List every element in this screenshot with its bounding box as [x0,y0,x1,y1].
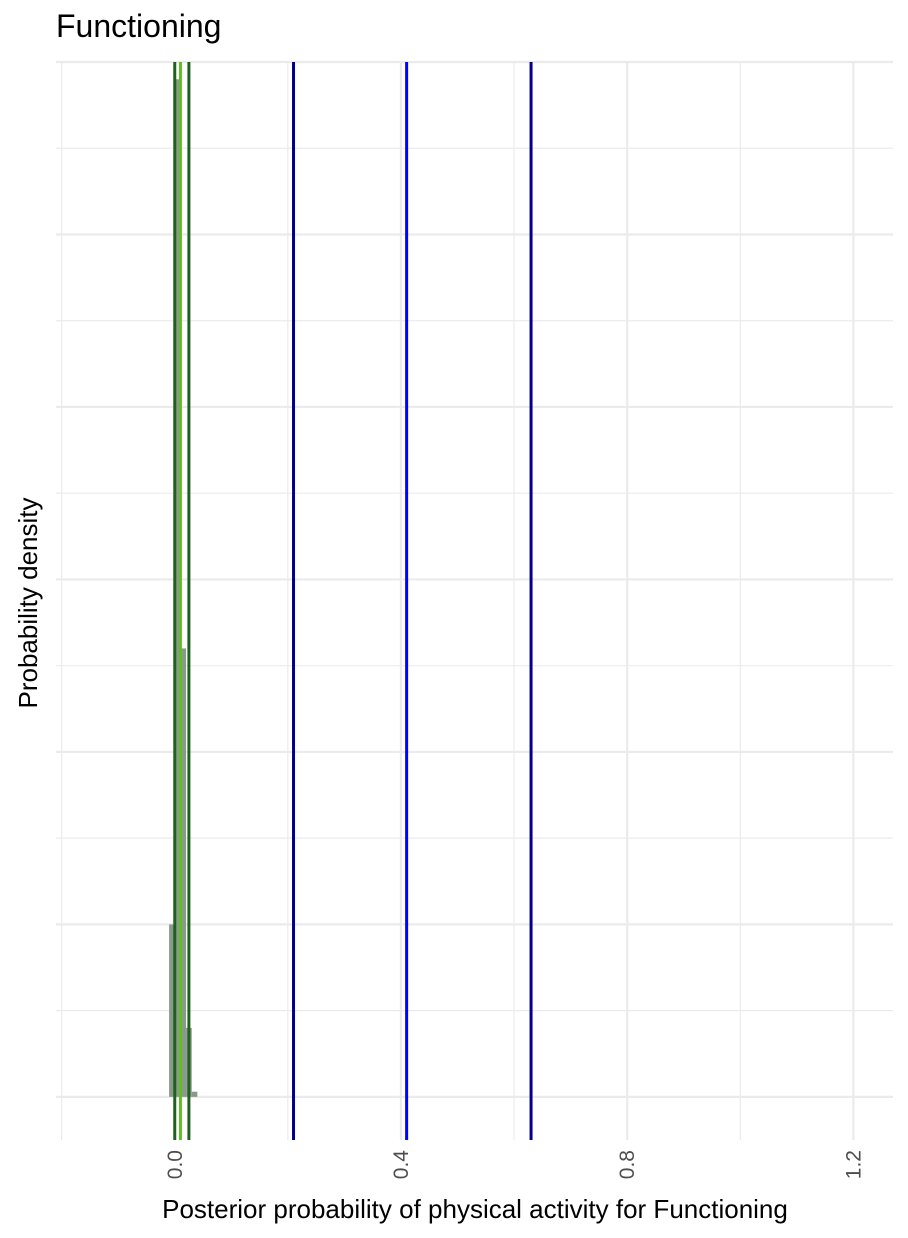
histogram-bar [180,648,187,1097]
x-axis-label: Posterior probability of physical activi… [162,1194,788,1224]
x-tick-label: 0.0 [164,1150,187,1179]
x-tick-labels: 0.0 0.4 0.8 1.2 [164,1150,866,1180]
histogram-bar [169,924,175,1097]
histogram-bar [191,1091,198,1097]
reference-lines [173,62,533,1140]
histogram-bar [174,79,181,1097]
x-tick-label: 0.8 [616,1150,639,1179]
x-tick-label: 1.2 [842,1150,865,1179]
x-tick-label: 0.4 [390,1150,413,1180]
chart-title: Functioning [56,8,222,44]
y-axis-label: Probability density [13,498,43,709]
